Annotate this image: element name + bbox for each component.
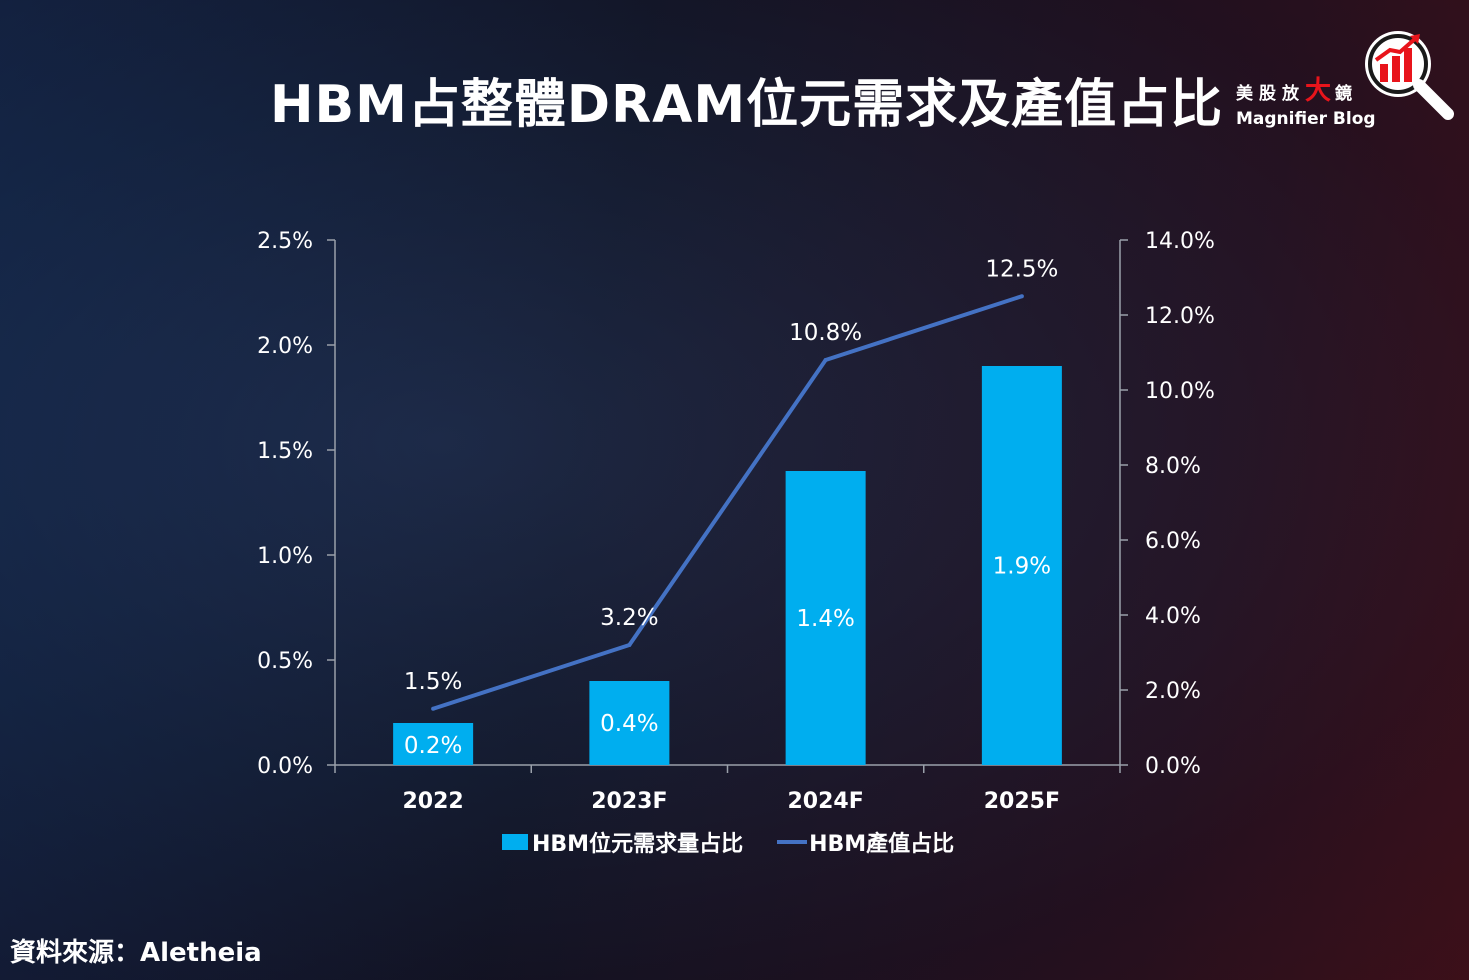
bar (393, 723, 474, 765)
data-labels: 0.2% 0.4% 1.4% 1.9% 1.5% 3.2% 10.8% 12.5% (404, 256, 1059, 759)
legend-line-label: HBM產值占比 (809, 832, 955, 857)
brand-name-en: Magnifier Blog (1236, 109, 1376, 129)
right-tick-label: 12.0% (1145, 304, 1215, 329)
line-series (431, 294, 1024, 711)
chart-title: HBM占整體DRAM位元需求及產值占比 (270, 75, 1224, 135)
right-tick-label: 6.0% (1145, 529, 1201, 554)
bar (981, 366, 1062, 765)
right-tick-label: 0.0% (1145, 754, 1201, 779)
brand-name-cn: 美股放大鏡 (1236, 70, 1376, 107)
brand-name-post: 鏡 (1335, 84, 1359, 104)
left-tick-label: 2.5% (257, 229, 313, 254)
right-tick-label: 2.0% (1145, 679, 1201, 704)
line-data-label: 3.2% (600, 605, 658, 631)
left-tick-label: 2.0% (257, 334, 313, 359)
x-tick-label: 2024F (787, 789, 863, 814)
line-point (431, 706, 436, 711)
line-data-label: 1.5% (404, 669, 462, 695)
brand-name-accent: 大 (1305, 76, 1336, 106)
left-tick-label: 1.5% (257, 439, 313, 464)
left-tick-label: 0.0% (257, 754, 313, 779)
source-note: 資料來源：Aletheia (10, 938, 262, 968)
bar (785, 471, 866, 765)
magnifier-chart-icon (1365, 31, 1454, 120)
bar-data-label: 0.2% (404, 733, 462, 759)
right-tick-label: 10.0% (1145, 379, 1215, 404)
bar-data-label: 1.9% (993, 554, 1051, 580)
brand: 美股放大鏡 Magnifier Blog (1236, 70, 1376, 129)
left-tick-label: 1.0% (257, 544, 313, 569)
bar-data-label: 1.4% (796, 606, 854, 632)
left-tick-label: 0.5% (257, 649, 313, 674)
line-path (432, 294, 1023, 711)
x-tick-label: 2025F (984, 789, 1060, 814)
line-data-label: 10.8% (789, 320, 862, 346)
legend-line-swatch (777, 840, 808, 844)
x-tick-label: 2023F (591, 789, 667, 814)
right-tick-label: 4.0% (1145, 604, 1201, 629)
line-data-label: 12.5% (985, 256, 1058, 282)
x-tick-label: 2022 (403, 789, 464, 814)
right-tick-label: 8.0% (1145, 454, 1201, 479)
legend: HBM位元需求量占比 HBM產值占比 (502, 826, 958, 858)
legend-bar-swatch (502, 834, 528, 850)
right-tick-label: 14.0% (1145, 229, 1215, 254)
legend-bar-label: HBM位元需求量占比 (532, 832, 744, 857)
bar-data-label: 0.4% (600, 711, 658, 737)
line-point (823, 358, 828, 362)
axes: 0.0% 0.5% 1.0% 1.5% 2.0% 2.5% 0.0% 2.0% 4.0% 6.0%… (257, 229, 1215, 814)
line-point (1019, 294, 1024, 299)
line-point (627, 643, 632, 647)
legend-item-line: HBM產值占比 (777, 826, 954, 858)
brand-name-pre: 美股放 (1236, 84, 1305, 104)
legend-item-bar: HBM位元需求量占比 (502, 826, 743, 858)
bar (589, 681, 670, 765)
bar-series (393, 366, 1062, 765)
